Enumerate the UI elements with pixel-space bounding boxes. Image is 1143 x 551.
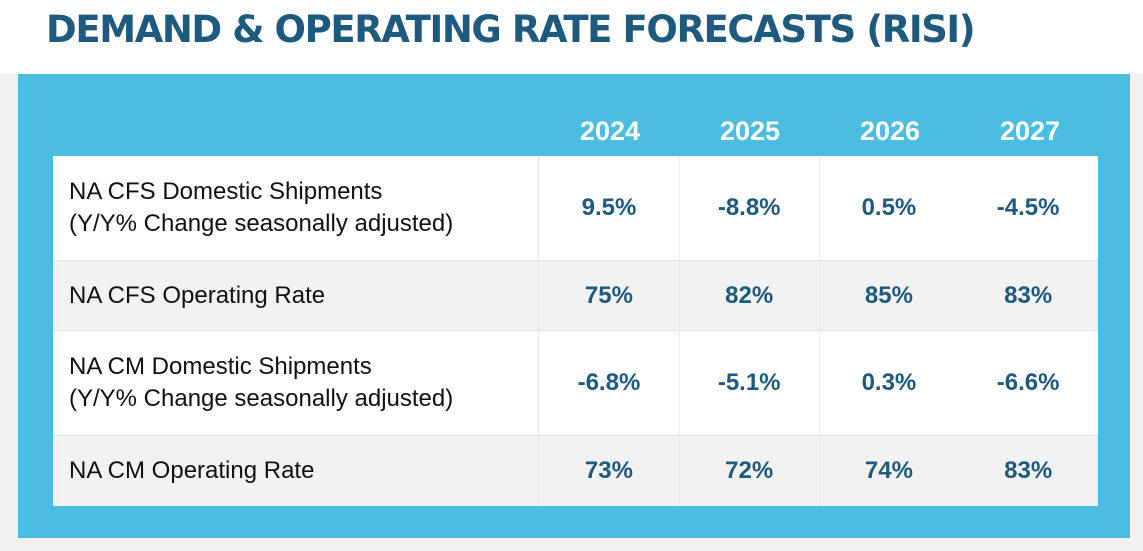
row-label: NA CFS Operating Rate [53,261,540,330]
forecast-table: NA CFS Domestic Shipments (Y/Y% Change s… [53,156,1098,506]
row-label: NA CM Operating Rate [53,436,540,506]
value-cell: -6.6% [996,369,1060,396]
row-label-line: NA CM Operating Rate [69,457,315,484]
page-title: DEMAND & OPERATING RATE FORECASTS (RISI) [46,8,976,51]
row-label-line: NA CM Domestic Shipments [69,353,372,380]
row-label-line: NA CFS Domestic Shipments [69,178,383,205]
value-cell: -4.5% [996,194,1060,221]
row-label: NA CM Domestic Shipments (Y/Y% Change se… [53,331,540,435]
value-cell: 82% [678,261,819,330]
title-band [0,0,1143,74]
row-label-line: (Y/Y% Change seasonally adjusted) [69,210,454,237]
table-row-cm-shipments: NA CM Domestic Shipments (Y/Y% Change se… [53,331,1098,436]
value-cell: 0.3% [818,331,959,435]
year-header-row: 2024 2025 2026 2027 [540,110,1100,152]
year-header-2027: 2027 [999,116,1061,146]
value-cell: -8.8% [678,156,819,260]
value-cell: 0.5% [818,156,959,260]
value-cell: 72% [678,436,819,506]
value-cell: -6.8% [577,369,641,396]
value-cell: 75% [584,281,633,309]
value-cell: 83% [1004,457,1053,484]
table-row-cfs-shipments: NA CFS Domestic Shipments (Y/Y% Change s… [53,156,1098,261]
value-cell: 73% [584,457,633,484]
value-cell: 85% [818,261,959,330]
year-header-2024: 2024 [579,116,641,146]
year-header-2026: 2026 [859,116,921,146]
value-cell: -5.1% [678,331,819,435]
row-label-line: NA CFS Operating Rate [69,281,326,309]
value-cell: 9.5% [581,194,637,221]
table-row-cfs-operating-rate: NA CFS Operating Rate 75% 82% 85% 83% [53,261,1098,331]
value-cell: 74% [818,436,959,506]
row-label: NA CFS Domestic Shipments (Y/Y% Change s… [53,156,540,260]
year-header-2025: 2025 [719,116,781,146]
row-label-line: (Y/Y% Change seasonally adjusted) [69,385,454,412]
forecast-panel: 2024 2025 2026 2027 NA CFS Domestic Ship… [18,74,1130,538]
value-cell: 83% [1004,281,1053,309]
table-row-cm-operating-rate: NA CM Operating Rate 73% 72% 74% 83% [53,436,1098,506]
